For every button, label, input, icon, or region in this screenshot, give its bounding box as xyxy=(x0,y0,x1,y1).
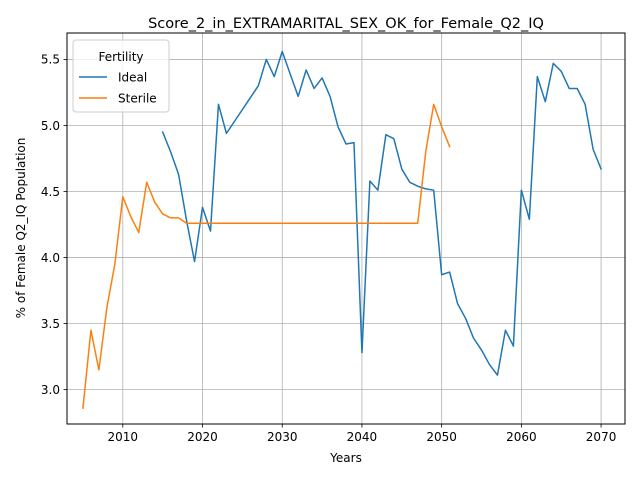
x-axis-label: Years xyxy=(329,451,362,465)
grid xyxy=(67,33,625,424)
x-tick-label-2010: 2010 xyxy=(108,430,139,444)
x-tick-label-2040: 2040 xyxy=(347,430,378,444)
axes-frame xyxy=(66,32,626,425)
y-tick-label-3: 4.5 xyxy=(41,185,60,199)
series-line-sterile xyxy=(82,103,451,409)
series-line-ideal xyxy=(161,50,603,376)
y-tick-label-1: 3.5 xyxy=(41,317,60,331)
x-tick-label-2050: 2050 xyxy=(426,430,457,444)
legend-box xyxy=(72,39,170,113)
y-tick-label-4: 5.0 xyxy=(41,119,60,133)
chart-title: Score_2_in_EXTRAMARITAL_SEX_OK_for_Femal… xyxy=(148,16,544,32)
y-tick-label-0: 3.0 xyxy=(41,383,60,397)
x-tick-label-2030: 2030 xyxy=(267,430,298,444)
y-axis-label: % of Female Q2_IQ Population xyxy=(14,138,28,319)
legend-title: Fertility xyxy=(98,50,143,64)
legend-label-ideal: Ideal xyxy=(118,71,147,85)
x-tick-label-2060: 2060 xyxy=(506,430,537,444)
x-tick-label-2070: 2070 xyxy=(586,430,617,444)
ticks: 2010 2020 2030 2040 2050 2060 2070 3.0 3.5 4.0 4.5… xyxy=(41,53,616,444)
y-tick-label-2: 4.0 xyxy=(41,251,60,265)
legend-label-sterile: Sterile xyxy=(118,92,157,106)
x-tick-label-2020: 2020 xyxy=(187,430,218,444)
series-layer xyxy=(82,50,603,409)
y-tick-label-5: 5.5 xyxy=(41,53,60,67)
legend: Fertility Ideal Sterile xyxy=(72,39,170,113)
